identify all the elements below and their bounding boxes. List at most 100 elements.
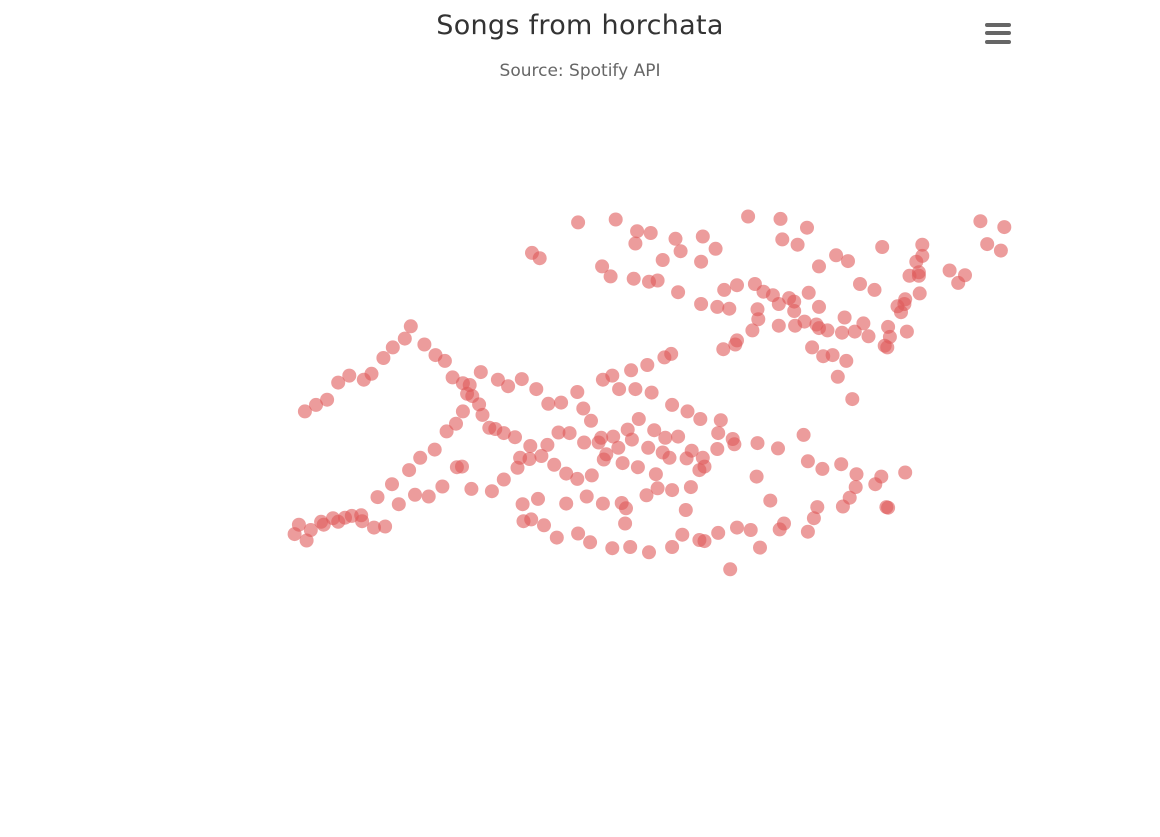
scatter-point[interactable] [745,323,760,338]
scatter-point[interactable] [385,477,399,492]
scatter-point[interactable] [825,348,840,363]
scatter-point[interactable] [898,465,913,480]
scatter-point[interactable] [641,440,656,455]
scatter-point[interactable] [473,365,488,380]
scatter-point[interactable] [849,467,864,482]
scatter-point[interactable] [603,269,618,284]
scatter-point[interactable] [711,426,726,441]
scatter-point[interactable] [514,372,529,387]
scatter-point[interactable] [449,416,463,431]
scatter-point[interactable] [835,325,849,340]
scatter-point[interactable] [647,423,662,438]
scatter-point[interactable] [309,397,323,412]
scatter-point[interactable] [562,426,577,441]
scatter-point[interactable] [806,511,821,526]
scatter-point[interactable] [728,337,743,352]
scatter-point[interactable] [630,460,645,475]
scatter-point[interactable] [902,268,917,283]
scatter-point[interactable] [790,237,805,252]
scatter-point[interactable] [711,525,726,540]
scatter-point[interactable] [554,395,569,410]
scatter-point[interactable] [834,457,849,472]
scatter-point[interactable] [583,535,598,550]
scatter-point[interactable] [665,483,680,498]
scatter-point[interactable] [464,481,479,496]
scatter-point[interactable] [810,500,825,515]
scatter-point[interactable] [522,452,537,466]
scatter-point[interactable] [427,442,442,457]
scatter-point[interactable] [342,368,357,383]
scatter-point[interactable] [356,372,371,387]
scatter-point[interactable] [723,562,738,577]
scatter-point[interactable] [515,497,530,512]
scatter-point[interactable] [673,244,688,259]
scatter-point[interactable] [830,369,845,384]
scatter-point[interactable] [693,412,708,426]
scatter-point[interactable] [841,254,855,269]
scatter-point[interactable] [861,329,876,344]
scatter-point[interactable] [697,459,712,474]
scatter-point[interactable] [749,469,764,484]
scatter-point[interactable] [787,304,802,318]
scatter-point[interactable] [942,263,957,278]
scatter-point[interactable] [881,500,896,515]
scatter-point[interactable] [694,297,709,311]
scatter-point[interactable] [549,530,564,545]
scatter-point[interactable] [624,432,639,447]
scatter-point[interactable] [848,480,863,495]
scatter-point[interactable] [722,301,737,316]
scatter-point[interactable] [763,493,778,508]
scatter-point[interactable] [385,340,400,355]
scatter-point[interactable] [331,375,346,390]
scatter-point[interactable] [541,396,556,411]
scatter-point[interactable] [576,401,591,416]
scatter-point[interactable] [839,353,854,368]
scatter-point[interactable] [455,376,470,391]
scatter-point[interactable] [655,445,670,460]
scatter-point[interactable] [571,215,586,230]
scatter-point[interactable] [717,282,732,297]
scatter-point[interactable] [540,437,555,452]
scatter-point[interactable] [650,481,665,496]
scatter-point[interactable] [837,310,852,325]
scatter-point[interactable] [898,292,913,307]
scatter-point[interactable] [608,212,623,227]
scatter-point[interactable] [835,499,850,514]
scatter-point[interactable] [812,299,826,314]
scatter-point[interactable] [397,331,412,346]
scatter-point[interactable] [605,541,620,556]
scatter-point[interactable] [376,351,391,365]
chart-menu-button[interactable] [981,18,1015,48]
scatter-point[interactable] [606,429,621,444]
scatter-point[interactable] [880,340,895,355]
scatter-point[interactable] [815,461,830,476]
scatter-point[interactable] [771,297,786,311]
scatter-point[interactable] [642,545,656,560]
scatter-point[interactable] [403,319,418,334]
scatter-point[interactable] [297,404,312,419]
scatter-point[interactable] [829,248,844,263]
scatter-point[interactable] [344,508,359,523]
scatter-point[interactable] [559,496,574,511]
scatter-point[interactable] [299,533,314,548]
scatter-point[interactable] [455,404,470,419]
scatter-point[interactable] [771,441,785,456]
scatter-point[interactable] [455,459,469,474]
scatter-point[interactable] [867,282,882,297]
scatter-point[interactable] [417,337,432,352]
scatter-point[interactable] [710,299,725,314]
scatter-point[interactable] [730,278,744,293]
scatter-point[interactable] [782,291,797,306]
scatter-point[interactable] [595,496,610,511]
scatter-point[interactable] [559,466,574,481]
scatter-point[interactable] [631,412,646,426]
scatter-point[interactable] [797,314,812,329]
scatter-point[interactable] [547,457,562,472]
scatter-point[interactable] [679,451,694,466]
scatter-point[interactable] [428,348,443,363]
scatter-point[interactable] [628,236,643,251]
scatter-point[interactable] [695,229,710,244]
scatter-point[interactable] [551,425,566,440]
scatter-point[interactable] [303,523,318,537]
scatter-point[interactable] [809,317,824,332]
